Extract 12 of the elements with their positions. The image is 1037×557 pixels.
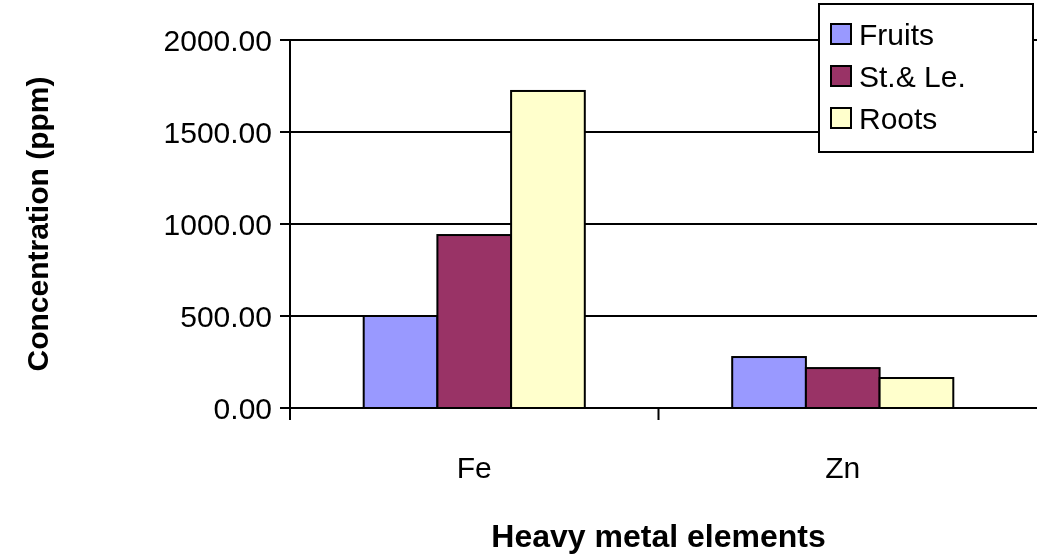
legend-label: St.& Le. [859,59,966,93]
y-tick-label: 1000.00 [163,207,272,241]
y-tick-label: 500.00 [180,299,272,333]
y-tick-label: 2000.00 [163,23,272,57]
y-tick-label: 1500.00 [163,115,272,149]
legend-label: Roots [859,101,938,135]
x-tick-label: Fe [456,451,492,484]
y-tick-label: 0.00 [213,391,272,425]
legend-label: Fruits [859,17,934,51]
y-axis-title: Concentration (ppm) [21,76,54,372]
x-axis-title: Heavy metal elements [491,518,826,554]
x-tick-label: Zn [825,451,861,484]
